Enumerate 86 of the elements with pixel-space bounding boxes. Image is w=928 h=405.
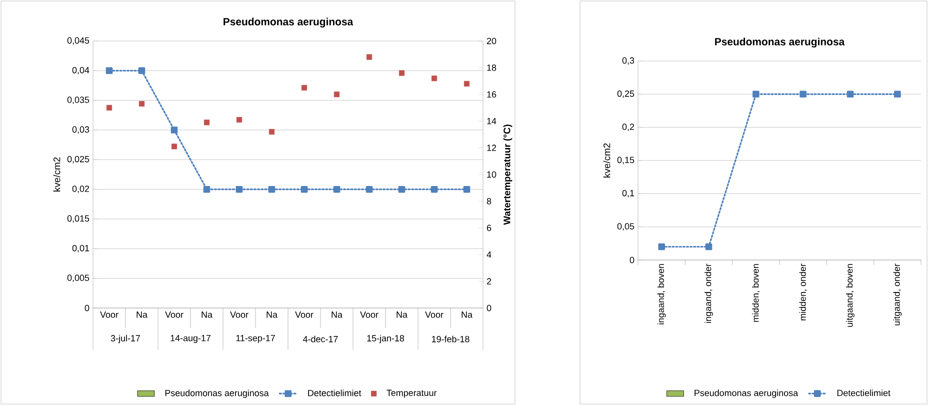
x-tick-label: uitgaand, onder bbox=[893, 264, 902, 326]
x-tick-label: Voor bbox=[100, 312, 118, 318]
text: 11-sep-17 bbox=[236, 334, 275, 344]
y2-tick-label: 14 bbox=[487, 118, 496, 124]
y2-tick-label: 18 bbox=[487, 64, 496, 71]
legend-label: Temperatuur bbox=[386, 390, 437, 398]
chart-title: Pseudomonas aeruginosa bbox=[715, 38, 845, 48]
point bbox=[236, 186, 243, 193]
point bbox=[268, 186, 276, 193]
legend-label: Detectielimiet bbox=[308, 390, 362, 396]
y-tick-label: 0,25 bbox=[617, 90, 634, 98]
point bbox=[463, 186, 470, 193]
x-tick-label: ingaand, onder bbox=[704, 264, 713, 323]
point bbox=[170, 126, 178, 134]
y-tick-label: 0,005 bbox=[67, 274, 90, 282]
point bbox=[430, 186, 438, 193]
point bbox=[333, 186, 340, 193]
x-tick-label: midden, onder bbox=[799, 264, 807, 320]
x-tick-label: Voor bbox=[230, 312, 248, 318]
y-tick-label: 0 bbox=[84, 304, 90, 312]
x-tick-label: Voor bbox=[360, 312, 378, 318]
y-tick-label: 0,035 bbox=[67, 96, 90, 104]
y-tick-label: 0,02 bbox=[72, 186, 90, 194]
point bbox=[138, 67, 146, 74]
text: 15-jan-18 bbox=[367, 334, 404, 344]
x-tick-label: Na bbox=[332, 312, 342, 318]
x-tick-label: Na bbox=[202, 312, 212, 318]
point bbox=[334, 92, 340, 98]
y-tick-label: 0,045 bbox=[67, 37, 90, 45]
y2-tick-label: 6 bbox=[486, 224, 492, 232]
point bbox=[301, 84, 308, 91]
y-tick-label: 0,1 bbox=[622, 190, 634, 198]
legend-label: Pseudomonas aeruginosa bbox=[165, 390, 269, 398]
x-tick-label: Voor bbox=[295, 312, 314, 318]
y-tick-label: 0,15 bbox=[617, 156, 634, 164]
y-tick-label: 0,025 bbox=[67, 156, 90, 164]
point bbox=[431, 76, 438, 82]
point bbox=[398, 186, 406, 193]
x-tick-label: Voor bbox=[165, 312, 184, 318]
y2-tick-label: 10 bbox=[487, 171, 496, 178]
y-axis-title: kve/cm2 bbox=[603, 143, 610, 178]
y-tick-label: 0,05 bbox=[617, 223, 634, 231]
point bbox=[300, 186, 308, 193]
y-tick-label: 0,3 bbox=[622, 57, 634, 65]
y-axis-title: kve/cm2 bbox=[53, 157, 60, 192]
point bbox=[138, 100, 145, 107]
y-tick-label: 0,03 bbox=[72, 126, 90, 134]
point bbox=[204, 120, 210, 126]
legend-label: Pseudomonas aeruginosa bbox=[694, 390, 798, 398]
y-tick-label: 0 bbox=[630, 256, 634, 264]
text: 14-aug-17 bbox=[170, 334, 210, 344]
x-tick-label: Na bbox=[396, 312, 408, 318]
x-tick-label: Na bbox=[266, 312, 278, 318]
x-tick-label: Na bbox=[462, 312, 472, 318]
y2-tick-label: 12 bbox=[487, 144, 496, 151]
text: 19-feb-18 bbox=[432, 336, 470, 342]
point bbox=[268, 128, 275, 135]
point bbox=[171, 144, 178, 150]
point bbox=[366, 54, 372, 60]
point bbox=[366, 186, 373, 193]
x-tick-label: Voor bbox=[425, 312, 444, 318]
point bbox=[106, 104, 112, 111]
x-tick-label: uitgaand, boven bbox=[846, 264, 854, 327]
y2-tick-label: 4 bbox=[486, 252, 492, 258]
point bbox=[236, 116, 242, 123]
x-tick-label: ingaand, boven bbox=[657, 264, 666, 324]
y2-tick-label: 2 bbox=[486, 278, 492, 284]
y-tick-label: 0,015 bbox=[67, 215, 90, 223]
y-tick-label: 0,2 bbox=[622, 124, 634, 132]
text: 3-jul-17 bbox=[110, 334, 140, 344]
point bbox=[464, 80, 470, 87]
y2-tick-label: 20 bbox=[486, 38, 496, 44]
point bbox=[203, 186, 210, 193]
x-tick-label: Na bbox=[136, 312, 148, 318]
x-tick-label: midden, boven bbox=[752, 264, 760, 322]
text: 4-dec-17 bbox=[303, 336, 338, 342]
y2-tick-label: 8 bbox=[486, 198, 492, 204]
y2-tick-label: 0 bbox=[486, 304, 492, 312]
legend-label: Detectielimiet bbox=[837, 390, 890, 396]
chart-title: Pseudomonas aeruginosa bbox=[224, 18, 354, 28]
y2-axis-title: Watertemperatuur (°C) bbox=[503, 124, 512, 225]
y2-tick-label: 16 bbox=[487, 91, 496, 98]
y-tick-label: 0,04 bbox=[72, 66, 90, 74]
point bbox=[106, 67, 113, 74]
y-tick-label: 0,01 bbox=[72, 244, 90, 252]
point bbox=[398, 70, 405, 76]
